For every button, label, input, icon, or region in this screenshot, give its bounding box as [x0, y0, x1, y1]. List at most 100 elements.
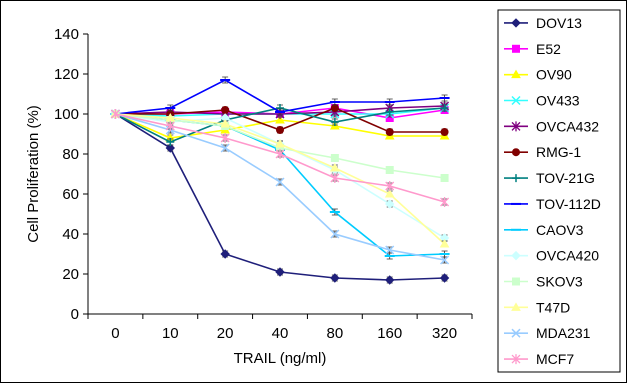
legend-label: DOV13 — [536, 15, 582, 31]
data-point — [330, 104, 339, 112]
legend-marker — [511, 121, 521, 132]
legend-item-mda231: MDA231 — [504, 325, 591, 341]
legend-marker — [512, 148, 520, 157]
data-point — [384, 188, 395, 198]
legend-label: SKOV3 — [536, 274, 583, 290]
x-tick-label: 20 — [217, 325, 234, 342]
x-axis-title: TRAIL (ng/ml) — [234, 350, 327, 367]
data-point — [330, 273, 340, 283]
y-tick-label: 0 — [71, 306, 79, 323]
data-point — [221, 106, 230, 114]
legend-box — [497, 9, 621, 373]
data-point — [220, 143, 230, 153]
data-point — [440, 174, 449, 182]
data-point — [275, 149, 285, 159]
legend-marker — [511, 95, 521, 106]
data-point — [385, 181, 395, 191]
legend-label: CAOV3 — [536, 222, 584, 238]
data-point — [440, 104, 449, 112]
y-tick-label: 20 — [62, 266, 79, 283]
legend-item-ov90: OV90 — [504, 67, 572, 83]
x-tick-label: 0 — [111, 325, 119, 342]
data-point — [275, 114, 285, 124]
data-point — [330, 118, 339, 126]
series-tov-112d — [110, 76, 450, 116]
data-point — [330, 229, 340, 239]
data-point — [275, 177, 285, 187]
data-point — [439, 238, 450, 248]
data-point — [440, 128, 449, 136]
legend-label: OVCA432 — [536, 118, 599, 134]
data-point — [330, 173, 340, 183]
data-point — [385, 245, 395, 255]
y-tick-label: 120 — [54, 66, 79, 83]
legend-marker — [511, 69, 521, 79]
legend-item-ovca420: OVCA420 — [504, 248, 599, 264]
data-point — [329, 162, 340, 172]
x-tick-label: 10 — [162, 325, 179, 342]
legend-label: TOV-21G — [536, 170, 595, 186]
series-dov13 — [110, 109, 450, 285]
x-tick-label: 80 — [327, 325, 344, 342]
legend-marker — [512, 174, 520, 183]
legend-item-ov433: OV433 — [504, 93, 580, 109]
legend-label: OV433 — [536, 93, 580, 109]
legend-item-t47d: T47D — [504, 299, 570, 315]
legend-item-e52: E52 — [504, 41, 561, 57]
data-point — [385, 128, 394, 136]
data-point — [385, 199, 395, 209]
data-point — [220, 118, 231, 128]
data-point — [440, 255, 450, 265]
data-point — [165, 143, 175, 153]
data-point — [385, 166, 394, 174]
data-point — [439, 273, 450, 283]
legend-marker — [511, 328, 521, 338]
legend-label: TOV-112D — [536, 196, 601, 212]
legend-marker — [512, 277, 520, 286]
legend-item-skov3: SKOV3 — [504, 274, 583, 290]
x-tick-label: 320 — [432, 325, 457, 342]
legend-label: MDA231 — [536, 325, 591, 341]
data-point — [440, 197, 450, 207]
legend-label: OV90 — [536, 67, 572, 83]
legend-item-dov13: DOV13 — [504, 15, 582, 31]
legend: DOV13 E52 OV90 OV433 OVCA432 RMG-1 TOV-21G TOV-… — [497, 9, 621, 373]
legend-label: OVCA420 — [536, 248, 599, 264]
y-tick-label: 60 — [62, 186, 79, 203]
legend-item-rmg-1: RMG-1 — [504, 144, 581, 160]
data-point — [275, 138, 285, 148]
legend-label: E52 — [536, 41, 561, 57]
data-point — [220, 249, 230, 259]
data-point — [385, 108, 394, 116]
legend-item-ovca432: OVCA432 — [504, 118, 599, 134]
y-tick-label: 40 — [62, 226, 79, 243]
x-tick-label: 160 — [377, 325, 402, 342]
series-mcf7 — [110, 109, 450, 207]
data-point — [276, 126, 284, 134]
x-tick-label: 40 — [272, 325, 289, 342]
y-tick-label: 100 — [54, 106, 79, 123]
legend-marker — [511, 18, 521, 28]
legend-label: T47D — [536, 299, 570, 315]
legend-item-mcf7: MCF7 — [504, 351, 574, 367]
data-point — [110, 109, 120, 119]
legend-label: RMG-1 — [536, 144, 581, 160]
y-axis-title: Cell Proliferation (%) — [25, 105, 42, 243]
data-point — [385, 275, 395, 285]
legend-item-tov-21g: TOV-21G — [504, 170, 595, 186]
data-point — [166, 138, 175, 146]
data-point — [165, 121, 175, 131]
legend-marker — [511, 302, 521, 311]
data-point — [330, 154, 339, 162]
legend-marker — [511, 250, 521, 261]
data-point — [275, 267, 285, 277]
data-point — [220, 133, 230, 143]
legend-label: MCF7 — [536, 351, 574, 367]
legend-marker — [511, 354, 521, 365]
legend-item-tov-112d: TOV-112D — [504, 196, 601, 212]
legend-marker — [512, 44, 520, 53]
y-tick-label: 140 — [54, 26, 79, 43]
legend-item-caov3: CAOV3 — [504, 222, 584, 238]
y-tick-label: 80 — [62, 146, 79, 163]
